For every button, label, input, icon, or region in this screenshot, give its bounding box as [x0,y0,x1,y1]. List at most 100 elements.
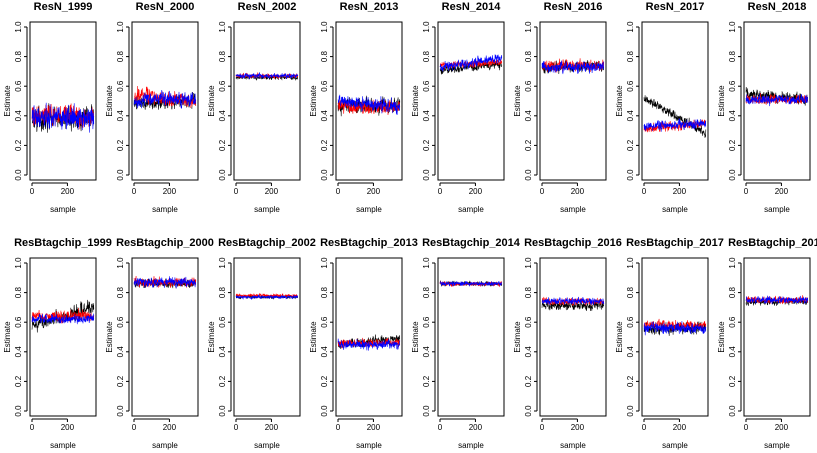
panel-title: ResBtagchip_1999 [14,237,112,249]
y-tick-label: 0.2 [524,375,533,387]
y-tick-label: 1.0 [116,257,125,269]
y-axis-label: Estimate [105,321,114,353]
y-tick-label: 0.4 [218,346,227,358]
plot-frame [335,21,403,181]
y-tick-label: 0.2 [14,139,23,151]
x-tick-label: 0 [336,423,341,432]
y-tick-label: 0.4 [728,110,737,122]
x-axis-label: sample [662,205,688,214]
y-tick-label: 0.6 [320,316,329,328]
y-tick-label: 0.8 [116,286,125,298]
y-tick-label: 0.2 [626,375,635,387]
x-tick-label: 200 [163,187,177,196]
x-tick-label: 200 [367,423,381,432]
plot-frame [743,21,811,181]
chart-panel: ResBtagchip_2018 0.0 0.2 0.4 0.6 0.8 1.0 Estima… [717,237,817,450]
x-tick-label: 0 [642,187,647,196]
plot-frame [641,21,709,181]
series-line [31,313,95,325]
panel-title: ResN_2018 [748,1,807,13]
y-axis-label: Estimate [513,85,522,117]
x-axis-label: sample [764,441,790,450]
y-tick-label: 0.0 [116,169,125,181]
y-tick-label: 0.6 [524,316,533,328]
x-tick-label: 200 [775,187,789,196]
x-tick-label: 200 [571,187,585,196]
y-tick-label: 0.0 [218,169,227,181]
chart-panel: ResN_2002 0.0 0.2 0.4 0.6 0.8 1.0 Estimate 0 200 s… [207,1,301,214]
y-tick-label: 0.2 [116,375,125,387]
x-axis-label: sample [458,205,484,214]
y-tick-label: 1.0 [320,21,329,33]
series-line [133,276,197,289]
panel-title: ResN_2016 [544,1,603,13]
panel-title: ResN_2000 [136,1,195,13]
x-tick-label: 200 [775,423,789,432]
y-tick-label: 0.6 [626,80,635,92]
x-tick-label: 0 [438,187,443,196]
y-tick-label: 0.8 [116,50,125,62]
chart-panel: ResN_2016 0.0 0.2 0.4 0.6 0.8 1.0 Estimate 0 200 s… [513,1,607,214]
series-line [745,295,809,305]
y-tick-label: 0.4 [14,110,23,122]
x-axis-label: sample [254,205,280,214]
y-tick-label: 1.0 [218,21,227,33]
y-tick-label: 1.0 [626,21,635,33]
y-tick-label: 0.2 [422,375,431,387]
y-tick-label: 0.8 [626,50,635,62]
y-axis-label: Estimate [411,85,420,117]
y-tick-label: 0.4 [524,346,533,358]
chart-panel: ResN_2018 0.0 0.2 0.4 0.6 0.8 1.0 Estimate 0 200 s… [717,1,811,214]
series-line [643,321,707,336]
y-tick-label: 1.0 [14,21,23,33]
x-tick-label: 0 [234,187,239,196]
y-tick-label: 1.0 [728,21,737,33]
y-tick-label: 0.8 [524,50,533,62]
y-tick-label: 0.6 [422,316,431,328]
x-tick-label: 0 [744,187,749,196]
chart-panel: ResN_2013 0.0 0.2 0.4 0.6 0.8 1.0 Estimate 0 200 s… [309,1,403,214]
y-tick-label: 0.0 [14,169,23,181]
y-tick-label: 1.0 [320,257,329,269]
chart-panel: ResBtagchip_1999 0.0 0.2 0.4 0.6 0.8 1.0 Estima… [3,237,112,450]
y-tick-label: 0.4 [116,110,125,122]
y-tick-label: 0.6 [14,316,23,328]
x-tick-label: 0 [642,423,647,432]
y-tick-label: 0.6 [524,80,533,92]
chart-panel: ResBtagchip_2000 0.0 0.2 0.4 0.6 0.8 1.0 Estima… [105,237,214,450]
series-line [439,280,503,287]
y-tick-label: 0.6 [320,80,329,92]
y-tick-label: 0.0 [14,405,23,417]
y-tick-label: 0.6 [728,80,737,92]
y-axis-label: Estimate [309,321,318,353]
y-axis-label: Estimate [309,85,318,117]
y-axis-label: Estimate [513,321,522,353]
y-tick-label: 0.8 [422,286,431,298]
x-axis-label: sample [560,441,586,450]
y-tick-label: 0.8 [14,286,23,298]
y-axis-label: Estimate [105,85,114,117]
y-tick-label: 0.8 [14,50,23,62]
y-tick-label: 0.4 [626,346,635,358]
y-axis-label: Estimate [3,321,12,353]
series-line [337,99,401,116]
y-tick-label: 0.2 [320,139,329,151]
y-tick-label: 0.0 [218,405,227,417]
y-tick-label: 0.6 [422,80,431,92]
x-tick-label: 200 [265,423,279,432]
x-tick-label: 0 [744,423,749,432]
x-tick-label: 200 [469,423,483,432]
x-axis-label: sample [662,441,688,450]
panel-title: ResBtagchip_2017 [626,237,724,249]
y-tick-label: 0.0 [524,169,533,181]
y-tick-label: 0.2 [320,375,329,387]
y-tick-label: 0.0 [422,405,431,417]
chart-panel: ResBtagchip_2014 0.0 0.2 0.4 0.6 0.8 1.0 Estima… [411,237,521,450]
x-tick-label: 200 [163,423,177,432]
y-tick-label: 0.2 [728,139,737,151]
x-axis-label: sample [152,205,178,214]
y-axis-label: Estimate [207,85,216,117]
x-axis-label: sample [152,441,178,450]
y-tick-label: 0.0 [422,169,431,181]
plot-frame [131,257,199,417]
